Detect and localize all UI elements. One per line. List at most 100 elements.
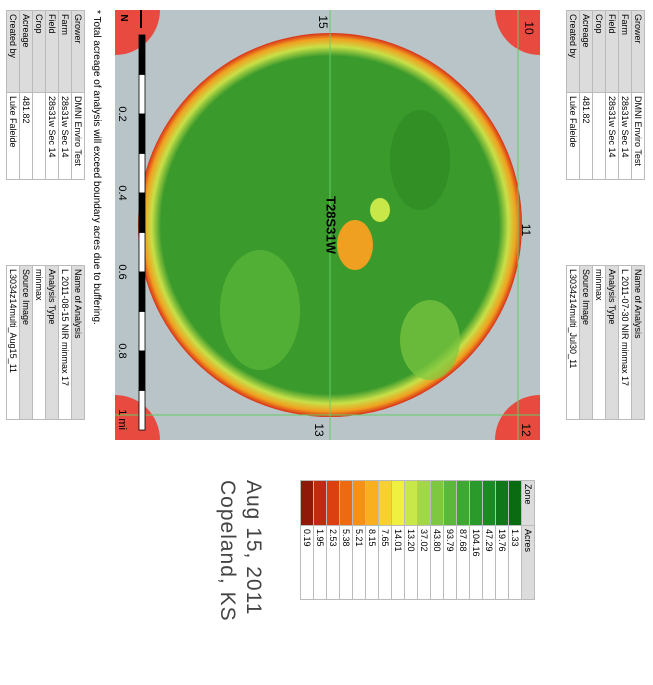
table-row: Created by Luke Faleide [566,10,580,180]
table-row: Crop [32,10,46,180]
field-label: Farm [58,10,72,93]
field-label: Created by [566,10,580,93]
field-value: DMNI Enviro Test [631,92,645,180]
field-blob [115,10,160,55]
scale-segment [138,390,146,431]
scale-segment [138,153,146,194]
field-label: Field [45,10,59,93]
table-row: Acreage 481.82 [579,10,593,180]
info-table: Grower DMNI Enviro Test Farm 28s31w Sec 14 F… [566,10,645,180]
legend-row: 2.53 [326,480,340,600]
scale-bar: N 0.2 0.4 0.6 0.8 1 mi [116,10,146,431]
table-row: Source Image [19,265,33,420]
table-row: L 2011-08-15 NIR minmax 17 [58,265,72,420]
zone-acres: 19.76 [495,525,509,600]
zone-swatch [469,480,483,526]
scale-segment [138,113,146,154]
zone-acres: 93.79 [443,525,457,600]
field-value: Luke Faleide [566,92,580,180]
zone-swatch [313,480,327,526]
table-row: Farm 28s31w Sec 14 [618,10,632,180]
legend-row: 8.15 [365,480,379,600]
field-label: Source Image [579,265,593,420]
zone-swatch [326,480,340,526]
scale-label: 0.6 [116,264,128,279]
zone-acres: 37.02 [417,525,431,600]
table-row: Field 28s31w Sec 14 [45,10,59,180]
legend-row: 1.95 [313,480,327,600]
table-row: Grower DMNI Enviro Test [71,10,85,180]
zone-patch [390,110,450,210]
table-row: minmax [592,265,606,420]
field-value: L3034z14multi_Aug15_11 [6,265,20,420]
scale-segment [138,311,146,352]
table-row: minmax [32,265,46,420]
location: Copeland, KS [216,480,239,622]
field-value: L 2011-07-30 NIR minmax 17 [618,265,632,420]
field-label: Field [605,10,619,93]
table-row: Analysis Type [45,265,59,420]
field-label: Source Image [19,265,33,420]
legend-header: Zone Acres [521,480,535,600]
legend-row: 47.29 [482,480,496,600]
zone-swatch [508,480,522,526]
field-label: Analysis Type [45,265,59,420]
field-value [592,92,606,180]
field-value: 28s31w Sec 14 [58,92,72,180]
legend-row: 43.80 [430,480,444,600]
table-row: Crop [592,10,606,180]
field-label: Created by [6,10,20,93]
table-row: L3034z14multi_Aug15_11 [6,265,20,420]
zone-swatch [482,480,496,526]
legend-row: 1.33 [508,480,522,600]
field-label: Grower [631,10,645,93]
north-arrow: N [118,14,129,21]
field-label: Acreage [579,10,593,93]
zone-patch [220,250,300,370]
scale-segment [138,74,146,115]
field-value: L 2011-08-15 NIR minmax 17 [58,265,72,420]
info-table: Grower DMNI Enviro Test Farm 28s31w Sec 14 F… [6,10,85,180]
field-value: DMNI Enviro Test [71,92,85,180]
scale-label: 0.2 [116,106,128,121]
table-row: Field 28s31w Sec 14 [605,10,619,180]
zone-swatch [417,480,431,526]
legend-row: 19.76 [495,480,509,600]
field-blob [115,395,160,440]
legend-row: 14.01 [391,480,405,600]
section-number: 12 [519,423,533,437]
scale-segment [138,350,146,391]
zone-swatch [378,480,392,526]
zone-acres: 1.33 [508,525,522,600]
analysis-table: Name of Analysis L 2011-08-15 NIR minmax … [6,265,85,420]
date-title: Aug 15, 2011 [242,480,265,616]
field-label: Acreage [19,10,33,93]
legend-row: 7.65 [378,480,392,600]
scale-segment [138,34,146,75]
field-value [32,92,46,180]
zone-acres: 5.38 [339,525,353,600]
legend-row: 87.68 [456,480,470,600]
zone-swatch [391,480,405,526]
table-row: Name of Analysis [631,265,645,420]
table-row: Created by Luke Faleide [6,10,20,180]
field-value: Luke Faleide [6,92,20,180]
zone-acres: 43.80 [430,525,444,600]
township-label: T28S31W [324,196,339,255]
zone-swatch [456,480,470,526]
scale-label: 0.8 [116,343,128,358]
field-value: 28s31w Sec 14 [605,92,619,180]
zone-swatch [352,480,366,526]
zone-swatch [365,480,379,526]
zone-acres: 13.20 [404,525,418,600]
legend-row: 13.20 [404,480,418,600]
legend-heading: Acres [521,525,535,600]
zone-acres: 0.19 [300,525,314,600]
table-row: Analysis Type [605,265,619,420]
zone-swatch [443,480,457,526]
field-value: minmax [32,265,46,420]
zone-acres: 104.16 [469,525,483,600]
zone-acres: 87.68 [456,525,470,600]
legend-row: 37.02 [417,480,431,600]
